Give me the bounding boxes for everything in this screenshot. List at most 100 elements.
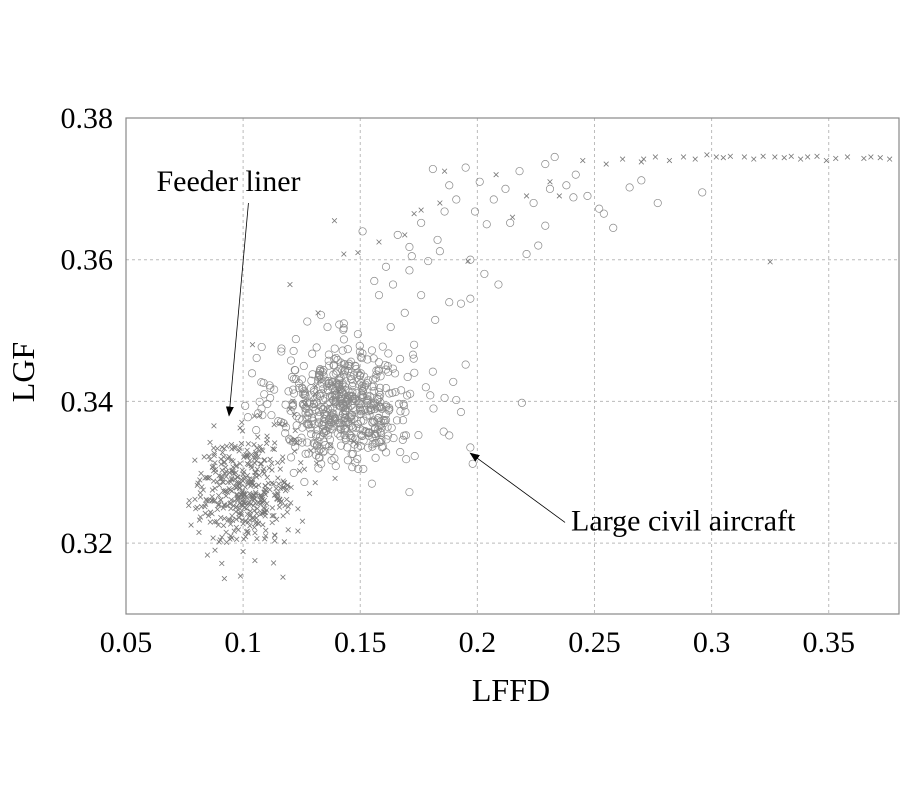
large-civil-aircraft-point: [388, 388, 397, 397]
large-civil-aircraft-point: [541, 160, 550, 169]
large-civil-aircraft-point: [307, 420, 316, 429]
large-civil-aircraft-point: [347, 375, 357, 384]
feeder-liner-point: [245, 479, 251, 485]
feeder-liner-point: [296, 468, 303, 474]
feeder-liner-point: [220, 488, 226, 494]
feeder-liner-point: [225, 517, 231, 523]
feeder-liner-point: [269, 519, 275, 526]
feeder-liner-point: [720, 154, 727, 161]
feeder-liner-point: [204, 552, 211, 558]
large-civil-aircraft-point: [344, 419, 353, 428]
large-civil-aircraft-point: [381, 365, 391, 374]
feeder-liner-point: [547, 179, 553, 185]
large-civil-aircraft-point: [330, 454, 339, 463]
large-civil-aircraft-point: [314, 446, 323, 456]
feeder-liner-point: [205, 513, 212, 519]
feeder-liner-point: [197, 477, 203, 483]
large-civil-aircraft-point: [357, 354, 366, 363]
large-civil-aircraft-point: [243, 413, 252, 422]
large-civil-aircraft-point: [595, 204, 604, 213]
feeder-liner-point: [877, 154, 883, 161]
feeder-liner-point: [225, 456, 231, 462]
feeder-liner-point: [216, 539, 222, 545]
feeder-liner-point: [269, 505, 276, 511]
large-civil-aircraft-point: [355, 410, 364, 419]
large-civil-aircraft-point: [407, 252, 416, 261]
feeder-liner-point: [263, 487, 270, 494]
feeder-liner-point: [210, 478, 217, 484]
large-civil-aircraft-point: [327, 446, 336, 455]
large-civil-aircraft-point: [377, 423, 386, 432]
feeder-liner-point: [290, 398, 296, 404]
feeder-liner-point: [277, 420, 283, 427]
feeder-liner-point: [284, 486, 290, 492]
large-civil-aircraft-point: [289, 389, 299, 398]
large-civil-aircraft-point: [341, 406, 350, 415]
feeder-liner-point: [275, 491, 281, 498]
feeder-liner-point: [418, 207, 424, 213]
feeder-liner-point: [844, 154, 851, 160]
feeder-liner-point: [256, 472, 262, 478]
large-civil-aircraft-point: [637, 176, 646, 185]
feeder-liner-point: [237, 484, 243, 491]
feeder-liner-point: [253, 484, 259, 490]
large-civil-aircraft-point: [351, 423, 360, 432]
feeder-liner-point: [331, 218, 338, 224]
feeder-liner-point: [273, 485, 279, 492]
large-civil-aircraft-point: [417, 291, 426, 300]
feeder-liner-point: [254, 535, 260, 542]
feeder-liner-point: [207, 509, 214, 515]
large-civil-aircraft-point: [440, 207, 449, 216]
feeder-liner-point: [214, 445, 221, 452]
large-civil-aircraft-point: [449, 377, 458, 386]
large-civil-aircraft-point: [403, 372, 412, 382]
feeder-liner-point: [261, 466, 267, 472]
feeder-liner-point: [767, 259, 773, 265]
feeder-liner-point: [252, 472, 258, 479]
feeder-liner-point: [203, 501, 209, 507]
feeder-liner-point: [282, 421, 288, 427]
feeder-liner-point: [402, 232, 408, 238]
feeder-liner-point: [226, 469, 233, 476]
large-civil-aircraft-point: [376, 398, 385, 407]
feeder-liner-point: [277, 466, 283, 472]
feeder-liner-point: [292, 427, 298, 434]
large-civil-aircraft-point: [340, 360, 349, 369]
large-civil-aircraft-point: [312, 442, 322, 451]
feeder-liner-point: [250, 503, 257, 509]
y-axis-label: LGF: [5, 342, 41, 402]
feeder-liner-point: [244, 472, 251, 479]
feeder-liner-point: [267, 486, 273, 493]
x-tick-labels: 0.05 0.1 0.15 0.2 0.25 0.3 0.35: [100, 626, 855, 659]
feeder-liner-point: [263, 527, 269, 534]
large-civil-aircraft-point: [338, 378, 347, 388]
large-civil-aircraft-point: [405, 266, 414, 275]
large-civil-aircraft-point: [452, 395, 461, 405]
large-civil-aircraft-point: [353, 330, 362, 339]
large-civil-aircraft-point: [545, 184, 555, 193]
large-civil-aircraft-point: [381, 410, 390, 419]
large-civil-aircraft-point: [367, 346, 377, 355]
large-civil-aircraft-point: [401, 407, 410, 416]
feeder-liner-point: [692, 156, 698, 162]
large-civil-aircraft-point: [403, 391, 412, 400]
feeder-liner-point: [201, 454, 207, 460]
feeder-liner-point: [216, 502, 222, 508]
feeder-liner-point: [280, 513, 286, 519]
large-civil-aircraft-point: [396, 447, 405, 457]
large-civil-aircraft-point: [316, 310, 326, 320]
large-civil-aircraft-point: [371, 424, 380, 433]
feeder-liner-point: [212, 485, 218, 492]
large-civil-aircraft-point: [319, 371, 328, 380]
feeder-liner-point: [271, 421, 277, 428]
feeder-liner-point: [257, 443, 263, 450]
feeder-liner-point: [245, 461, 252, 468]
feeder-liner-point: [833, 155, 839, 162]
x-tick-label: 0.05: [100, 626, 153, 659]
feeder-liner-point: [233, 463, 239, 470]
feeder-liner-point: [272, 538, 278, 544]
large-civil-aircraft-point: [362, 412, 371, 421]
large-civil-aircraft-point: [369, 399, 378, 408]
feeder-liner-point: [262, 533, 269, 539]
feeder-liner-point: [269, 460, 275, 467]
